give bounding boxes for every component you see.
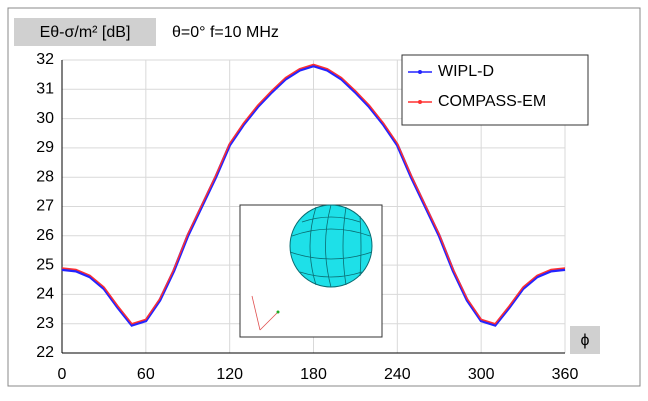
- y-tick-label: 29: [36, 139, 54, 156]
- x-tick-label: 300: [468, 366, 495, 383]
- x-tick-label: 0: [58, 366, 67, 383]
- legend-label: WIPL-D: [438, 63, 494, 80]
- y-tick-label: 27: [36, 198, 54, 215]
- y-tick-label: 32: [36, 51, 54, 68]
- y-tick-label: 31: [36, 81, 54, 98]
- y-tick-label: 28: [36, 168, 54, 185]
- y-tick-label: 26: [36, 227, 54, 244]
- chart-title: Eθ-σ/m² [dB]: [40, 24, 131, 41]
- x-tick-label: 180: [300, 366, 327, 383]
- subtitle: θ=0° f=10 MHz: [172, 24, 279, 41]
- x-tick-label: 120: [216, 366, 243, 383]
- legend-box: [402, 55, 588, 125]
- legend-marker: [418, 100, 422, 104]
- x-tick-label: 240: [384, 366, 411, 383]
- y-tick-label: 24: [36, 286, 54, 303]
- x-axis-label: ϕ: [581, 332, 590, 349]
- legend-label: COMPASS-EM: [438, 93, 546, 110]
- inset: [240, 205, 382, 337]
- legend: WIPL-D COMPASS-EM: [402, 55, 588, 125]
- y-tick-label: 22: [36, 344, 54, 361]
- legend-marker: [418, 70, 422, 74]
- axes-icon: [277, 311, 280, 314]
- y-tick-label: 25: [36, 256, 54, 273]
- y-tick-label: 23: [36, 315, 54, 332]
- x-tick-label: 60: [137, 366, 155, 383]
- y-tick-label: 30: [36, 110, 54, 127]
- x-tick-label: 360: [552, 366, 579, 383]
- chart: Eθ-σ/m² [dB] θ=0° f=10 MHz ϕ 22 23 24 25 26 2…: [0, 0, 648, 396]
